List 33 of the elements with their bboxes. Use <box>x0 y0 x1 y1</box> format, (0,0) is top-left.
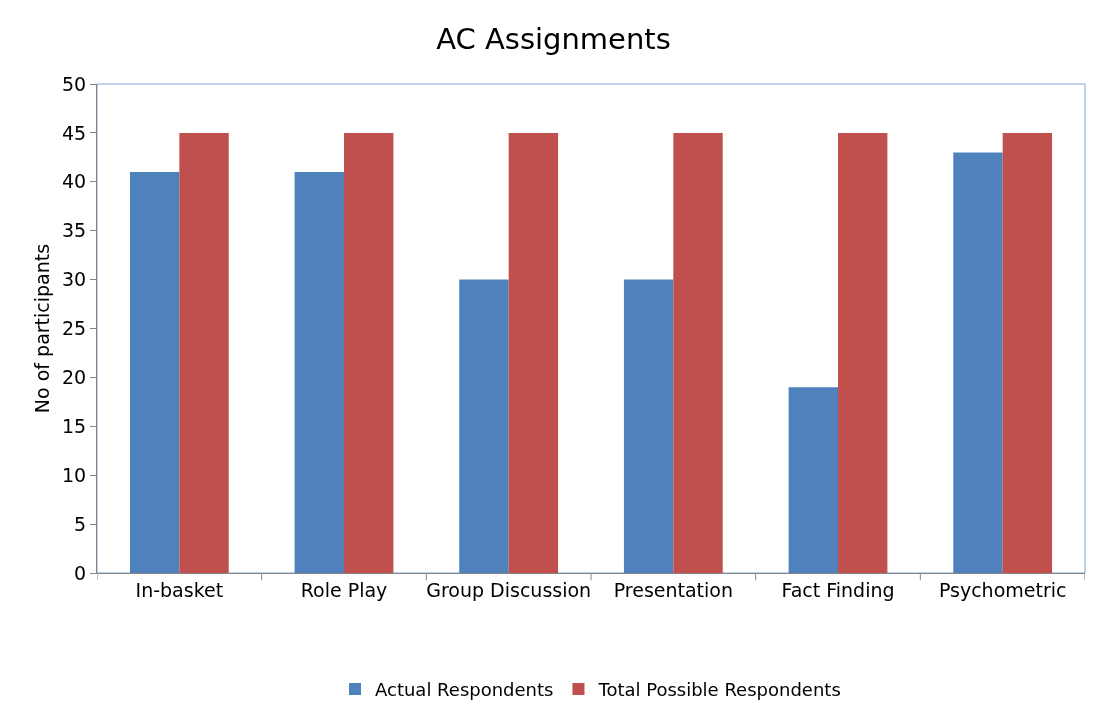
bar <box>838 132 888 573</box>
y-tick-label: 15 <box>62 414 87 437</box>
y-tick-label: 5 <box>74 512 87 535</box>
y-tick-label: 45 <box>62 121 87 144</box>
y-tick-label: 30 <box>62 268 87 291</box>
y-tick-label: 25 <box>62 317 87 340</box>
bar <box>179 132 229 573</box>
y-tick-label: 40 <box>62 170 87 193</box>
x-tick-label: Fact Finding <box>781 578 895 601</box>
bar <box>1002 132 1053 573</box>
legend-label: Total Possible Respondents <box>597 679 841 701</box>
x-tick-label: Group Discussion <box>426 578 592 601</box>
y-tick-label: 10 <box>62 463 87 486</box>
x-tick-label: Role Play <box>300 578 388 601</box>
legend-label: Actual Respondents <box>375 679 554 701</box>
bar <box>459 279 509 573</box>
bar <box>129 172 180 573</box>
bar <box>508 132 559 573</box>
bar <box>788 387 838 573</box>
y-tick-label: 50 <box>62 72 87 95</box>
x-tick-label: Psychometric <box>938 578 1067 601</box>
bar <box>673 132 723 573</box>
y-axis-title: No of participants <box>31 243 53 414</box>
bar <box>953 152 1003 573</box>
x-tick-label: Presentation <box>613 578 733 601</box>
y-tick-label: 0 <box>74 561 87 584</box>
bar <box>623 279 674 573</box>
y-tick-label: 20 <box>62 366 87 389</box>
bar <box>344 132 394 573</box>
y-tick-label: 35 <box>62 219 87 242</box>
chart-title: AC Assignments <box>436 22 671 57</box>
x-tick-label: In-basket <box>135 578 224 601</box>
bar <box>294 172 344 573</box>
